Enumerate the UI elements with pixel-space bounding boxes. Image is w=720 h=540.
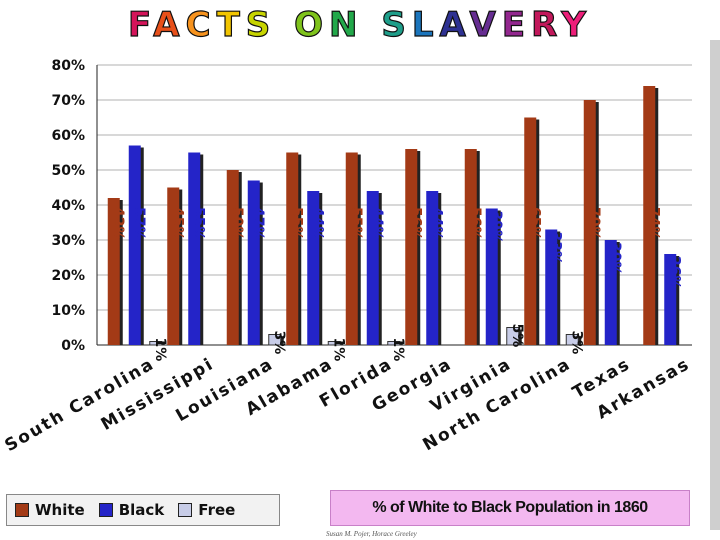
data-label-white: 56% [407, 207, 423, 241]
legend-label-free: Free [198, 501, 236, 519]
data-label-white: 55% [288, 207, 304, 241]
legend-item-white: White [15, 501, 85, 519]
y-tick-label: 0% [61, 338, 85, 354]
data-label-black: 57% [131, 207, 147, 241]
data-label-black: 33% [547, 232, 563, 266]
data-label-white: 70% [586, 207, 602, 241]
bar-black [664, 254, 677, 345]
y-tick-label: 20% [51, 268, 85, 284]
y-tick-label: 70% [51, 93, 85, 109]
data-label-black: 44% [369, 207, 385, 241]
y-tick-label: 30% [51, 233, 85, 249]
data-label-white: 55% [348, 207, 364, 241]
legend: White Black Free [6, 494, 280, 526]
bar-free [149, 341, 163, 346]
bar-black [366, 191, 379, 345]
bar-black [545, 229, 558, 345]
data-label-black: 44% [309, 207, 325, 241]
bar-free [327, 341, 341, 346]
data-label-black: 39% [488, 211, 504, 245]
bar-free [565, 334, 579, 346]
bar-black [247, 180, 260, 345]
data-label-white: 50% [229, 207, 245, 241]
slide-edge [710, 40, 720, 530]
bar-black [307, 191, 320, 345]
bar-white [107, 198, 120, 345]
legend-label-white: White [35, 501, 85, 519]
bar-free [387, 341, 401, 346]
y-tick-label: 40% [51, 198, 85, 214]
legend-label-black: Black [118, 501, 165, 519]
bar-black [426, 191, 439, 345]
bar-black [128, 145, 141, 345]
data-label-black: 26% [666, 256, 682, 290]
y-tick-label: 80% [51, 58, 85, 74]
data-label-free: 1% [330, 338, 346, 362]
data-label-white: 74% [645, 207, 661, 241]
page-title: FACTS ON SLAVERY [127, 4, 592, 45]
legend-item-black: Black [98, 501, 165, 519]
data-label-free: 1% [390, 338, 406, 362]
data-label-black: 30% [607, 242, 623, 276]
chart: 0%10%20%30%40%50%60%70%80%42% 57%1%South … [2, 58, 694, 456]
bar-white [643, 86, 656, 345]
bar-black [485, 208, 498, 345]
data-label-free: 1% [152, 338, 168, 362]
bar-white [167, 187, 180, 345]
data-label-free: 5% [509, 324, 525, 348]
bar-black [188, 152, 201, 345]
bar-white [226, 170, 239, 345]
svg-text:FACTS ON SLAVERY: FACTS ON SLAVERY [128, 5, 592, 45]
data-label-white: 42% [110, 207, 126, 241]
bar-white [464, 149, 477, 345]
data-label-free: 3% [568, 331, 584, 355]
bar-black [604, 240, 617, 345]
y-tick-label: 50% [51, 163, 85, 179]
legend-swatch-black [98, 503, 113, 517]
bar-white [524, 117, 537, 345]
bar-white [345, 152, 358, 345]
bar-white [405, 149, 418, 345]
bar-free [506, 327, 520, 346]
data-label-white: 56% [467, 207, 483, 241]
bar-white [583, 100, 596, 345]
bar-free [268, 334, 282, 346]
credit-text: Susan M. Pojer, Horace Greeley [326, 530, 417, 538]
data-label-black: 55% [190, 207, 206, 241]
data-label-white: 65% [526, 207, 542, 241]
legend-item-free: Free [178, 501, 235, 519]
legend-swatch-white [15, 503, 29, 517]
y-tick-label: 10% [51, 303, 85, 319]
data-label-white: 45% [169, 207, 185, 241]
data-label-black: 44% [428, 207, 444, 241]
bar-white [286, 152, 299, 345]
y-tick-label: 60% [51, 128, 85, 144]
legend-swatch-free [178, 503, 193, 517]
data-label-black: 47% [250, 207, 266, 241]
data-label-free: 3% [271, 331, 287, 355]
chart-subtitle: % of White to Black Population in 1860 [330, 490, 690, 526]
